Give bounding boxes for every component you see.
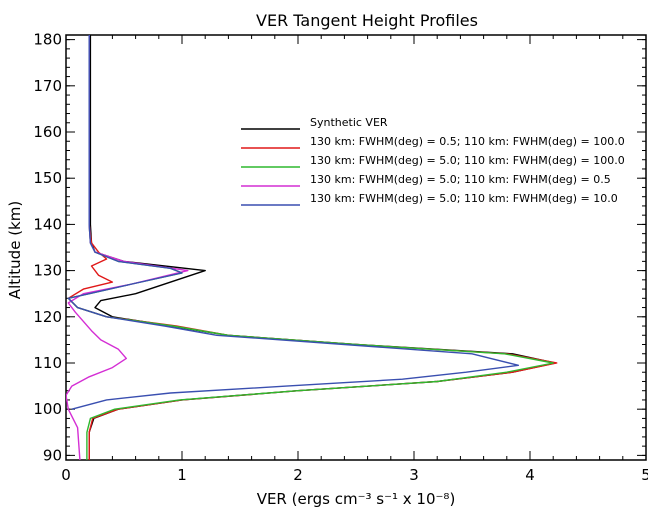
y-tick-label: 150 (33, 169, 62, 187)
legend-label-1: 130 km: FWHM(deg) = 0.5; 110 km: FWHM(de… (310, 135, 625, 148)
series-lines (66, 35, 558, 460)
legend-label-4: 130 km: FWHM(deg) = 5.0; 110 km: FWHM(de… (310, 192, 618, 205)
y-tick-label: 180 (33, 31, 62, 49)
y-tick-label: 130 (33, 262, 62, 280)
legend-label-2: 130 km: FWHM(deg) = 5.0; 110 km: FWHM(de… (310, 154, 625, 167)
legend: Synthetic VER 130 km: FWHM(deg) = 0.5; 11… (241, 116, 625, 206)
series-line-0 (88, 35, 557, 460)
y-axis-title: Altitude (km) (6, 201, 24, 299)
chart-title: VER Tangent Height Profiles (256, 11, 478, 30)
y-tick-label: 160 (33, 123, 62, 141)
x-tick-label: 2 (293, 466, 303, 484)
series-line-3 (66, 35, 189, 460)
y-tick-label: 100 (33, 400, 62, 418)
x-tick-label: 5 (641, 466, 648, 484)
y-tick-label: 120 (33, 308, 62, 326)
legend-label-0: Synthetic VER (310, 116, 388, 129)
x-tick-label: 4 (525, 466, 535, 484)
x-tick-label: 3 (409, 466, 419, 484)
y-tick-label: 110 (33, 354, 62, 372)
y-tick-label: 170 (33, 77, 62, 95)
x-axis-title: VER (ergs cm⁻³ s⁻¹ x 10⁻⁸) (257, 490, 456, 508)
y-tick-label: 140 (33, 215, 62, 233)
axis-ticks: 0 1 2 3 4 5 90 100 110 120 130 140 150 160 170 180 (33, 31, 648, 484)
x-tick-label: 0 (61, 466, 71, 484)
series-line-4 (67, 35, 520, 410)
x-tick-label: 1 (177, 466, 187, 484)
legend-label-3: 130 km: FWHM(deg) = 5.0; 110 km: FWHM(de… (310, 173, 611, 186)
plot-frame (65, 34, 647, 461)
y-tick-label: 90 (43, 446, 62, 464)
